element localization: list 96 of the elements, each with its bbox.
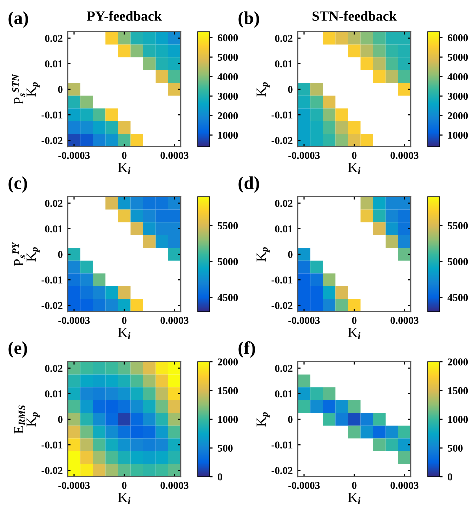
y-tick-label: 0.01 <box>45 60 63 68</box>
y-tick-label: 0 <box>58 416 63 424</box>
y-tick-label: -0.02 <box>42 302 63 310</box>
x-tick-label: 0.0003 <box>160 317 189 324</box>
text: (d) <box>238 176 260 193</box>
color-bar-label: 5500 <box>448 222 468 230</box>
y-tick-label: 0.02 <box>275 365 293 372</box>
y-tick-label: -0.01 <box>42 442 63 449</box>
x-tick-label: 0 <box>352 482 357 490</box>
y-axis-title: P$_{s}$$^{STN}$ K$_{p}$ <box>12 74 40 105</box>
color-bar-label: 3000 <box>218 93 238 100</box>
y-tick-label: 0.01 <box>275 390 293 398</box>
text: (c) <box>8 176 28 193</box>
y-tick-label: 0 <box>288 251 293 258</box>
y-tick-label: 0.02 <box>45 200 63 208</box>
y-tick-label: -0.01 <box>272 112 293 119</box>
color-bar-label: 2000 <box>448 112 468 120</box>
x-tick-label: -0.0003 <box>58 482 90 490</box>
y-tick-label: -0.02 <box>42 467 63 474</box>
color-bar-label: 4000 <box>218 74 238 81</box>
x-tick-label: -0.0003 <box>58 152 90 160</box>
x-tick-label: 0.0003 <box>160 482 189 490</box>
y-tick-label: 0 <box>288 416 293 424</box>
y-tick-label: -0.02 <box>272 302 293 310</box>
x-tick-label: 0.0003 <box>390 152 419 160</box>
x-axis-title: K$_{i}$ <box>348 163 361 174</box>
chart-title: STN-feedback <box>312 11 397 22</box>
x-axis-title: K$_{i}$ <box>348 328 361 340</box>
text: (e) <box>8 342 28 358</box>
x-tick-label: 0 <box>122 482 127 490</box>
x-tick-label: 0.0003 <box>160 152 189 160</box>
y-axis-title: P$_{s}$$^{PY}$ K$_{p}$ <box>12 242 40 266</box>
color-bar-label: 4500 <box>218 294 238 302</box>
y-tick-label: 0.01 <box>45 390 63 398</box>
color-bar-label: 1000 <box>448 132 468 140</box>
color-bar-label: 2000 <box>218 358 238 366</box>
y-axis-title: E$_{RMS}$ K$_{p}$ <box>14 406 40 434</box>
y-tick-label: -0.01 <box>272 442 293 449</box>
y-tick-label: -0.01 <box>272 276 293 284</box>
x-tick-label: -0.0003 <box>288 317 320 324</box>
color-bar-label: 2000 <box>218 112 238 120</box>
y-tick-label: -0.02 <box>42 137 63 144</box>
x-tick-label: 0 <box>352 317 357 324</box>
color-bar-label: 3000 <box>448 93 468 100</box>
color-bar-label: 5000 <box>218 54 238 62</box>
color-bar-label: 0 <box>218 474 222 481</box>
y-tick-label: 0.01 <box>45 226 63 233</box>
y-tick-label: 0.02 <box>45 365 63 372</box>
y-axis-title: K$_{p}$ <box>256 82 270 97</box>
text: (b) <box>238 12 260 28</box>
y-tick-label: -0.01 <box>42 112 63 119</box>
color-bar-label: 1000 <box>448 416 468 424</box>
x-tick-label: -0.0003 <box>288 152 320 160</box>
color-bar-label: 500 <box>218 444 233 452</box>
x-tick-label: 0.0003 <box>390 317 419 324</box>
chart-title: PY-feedback <box>87 11 162 22</box>
color-bar-label: 5500 <box>218 222 238 230</box>
color-bar-label: 6000 <box>218 34 238 42</box>
color-bar-label: 6000 <box>448 34 468 42</box>
y-axis-title: K$_{p}$ <box>256 248 270 262</box>
y-tick-label: 0.02 <box>275 35 293 42</box>
x-tick-label: 0 <box>122 317 127 324</box>
y-tick-label: 0.02 <box>275 200 293 208</box>
y-tick-label: 0.01 <box>275 60 293 68</box>
x-axis-title: K$_{i}$ <box>118 328 131 340</box>
color-bar-label: 0 <box>448 474 452 481</box>
color-bar-label: 1500 <box>218 387 238 394</box>
color-bar-label: 1000 <box>218 416 238 424</box>
x-tick-label: 0 <box>122 152 127 160</box>
color-bar-label: 2000 <box>448 358 468 366</box>
y-tick-label: -0.02 <box>272 137 293 144</box>
x-tick-label: -0.0003 <box>288 482 320 490</box>
color-bar-label: 4000 <box>448 74 468 81</box>
text: (a) <box>8 12 28 28</box>
color-bar-label: 1500 <box>448 387 468 394</box>
x-axis-title: K$_{i}$ <box>118 163 131 174</box>
y-tick-label: 0.01 <box>275 226 293 233</box>
x-tick-label: 0 <box>352 152 357 160</box>
x-tick-label: 0.0003 <box>390 482 419 490</box>
y-tick-label: 0.02 <box>45 35 63 42</box>
y-tick-label: -0.01 <box>42 276 63 284</box>
color-bar-label: 5000 <box>218 258 238 266</box>
x-tick-label: -0.0003 <box>58 317 90 324</box>
y-tick-label: 0 <box>58 86 63 94</box>
y-axis-title: K$_{p}$ <box>256 412 270 427</box>
y-tick-label: 0 <box>288 86 293 94</box>
y-tick-label: 0 <box>58 251 63 258</box>
color-bar-label: 1000 <box>218 132 238 140</box>
x-axis-title: K$_{i}$ <box>118 493 131 504</box>
text: (f) <box>238 341 256 358</box>
color-bar-label: 5000 <box>448 54 468 62</box>
color-bar-label: 500 <box>448 444 463 452</box>
y-tick-label: -0.02 <box>272 467 293 474</box>
x-axis-title: K$_{i}$ <box>348 493 361 504</box>
color-bar-label: 5000 <box>448 258 468 266</box>
color-bar-label: 4500 <box>448 294 468 302</box>
